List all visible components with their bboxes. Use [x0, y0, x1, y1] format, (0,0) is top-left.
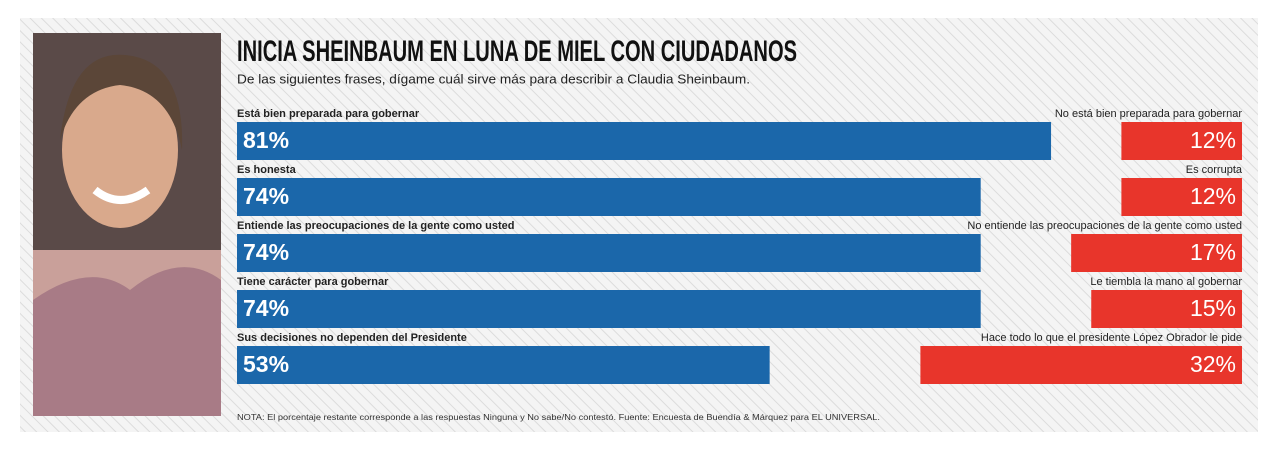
bar: [1091, 290, 1242, 328]
value-label: 12%: [1190, 183, 1236, 209]
photo: [33, 33, 221, 416]
bar-label: Sus decisiones no dependen del President…: [237, 332, 467, 344]
chart-subtitle: De las siguientes frases, dígame cuál si…: [237, 71, 750, 86]
value-label: 12%: [1190, 127, 1236, 153]
value-label: 53%: [243, 351, 289, 377]
bar-label: No está bien preparada para gobernar: [1055, 108, 1242, 120]
bar: [237, 346, 770, 384]
bar: [237, 122, 1052, 160]
bar-label: Hace todo lo que el presidente López Obr…: [981, 332, 1242, 344]
bar: [1121, 122, 1242, 160]
bar-label: Le tiembla la mano al gobernar: [1090, 276, 1242, 288]
value-label: 74%: [243, 239, 289, 265]
bar-label: Está bien preparada para gobernar: [237, 108, 420, 120]
bar: [237, 234, 981, 272]
bar-label: Es corrupta: [1186, 164, 1243, 176]
note: NOTA: El porcentaje restante corresponde…: [237, 413, 880, 422]
bar-label: Es honesta: [237, 164, 297, 176]
bar-label: No entiende las preocupaciones de la gen…: [967, 220, 1242, 232]
value-label: 17%: [1190, 239, 1236, 265]
bar: [920, 346, 1242, 384]
bar: [237, 290, 981, 328]
value-label: 32%: [1190, 351, 1236, 377]
value-label: 74%: [243, 295, 289, 321]
value-label: 15%: [1190, 295, 1236, 321]
bar-label: Entiende las preocupaciones de la gente …: [237, 220, 515, 232]
bar: [1071, 234, 1242, 272]
bar: [1121, 178, 1242, 216]
value-label: 81%: [243, 127, 289, 153]
bar-label: Tiene carácter para gobernar: [237, 276, 389, 288]
chart-title: INICIA SHEINBAUM EN LUNA DE MIEL CON CIU…: [237, 35, 797, 68]
value-label: 74%: [243, 183, 289, 209]
bar: [237, 178, 981, 216]
